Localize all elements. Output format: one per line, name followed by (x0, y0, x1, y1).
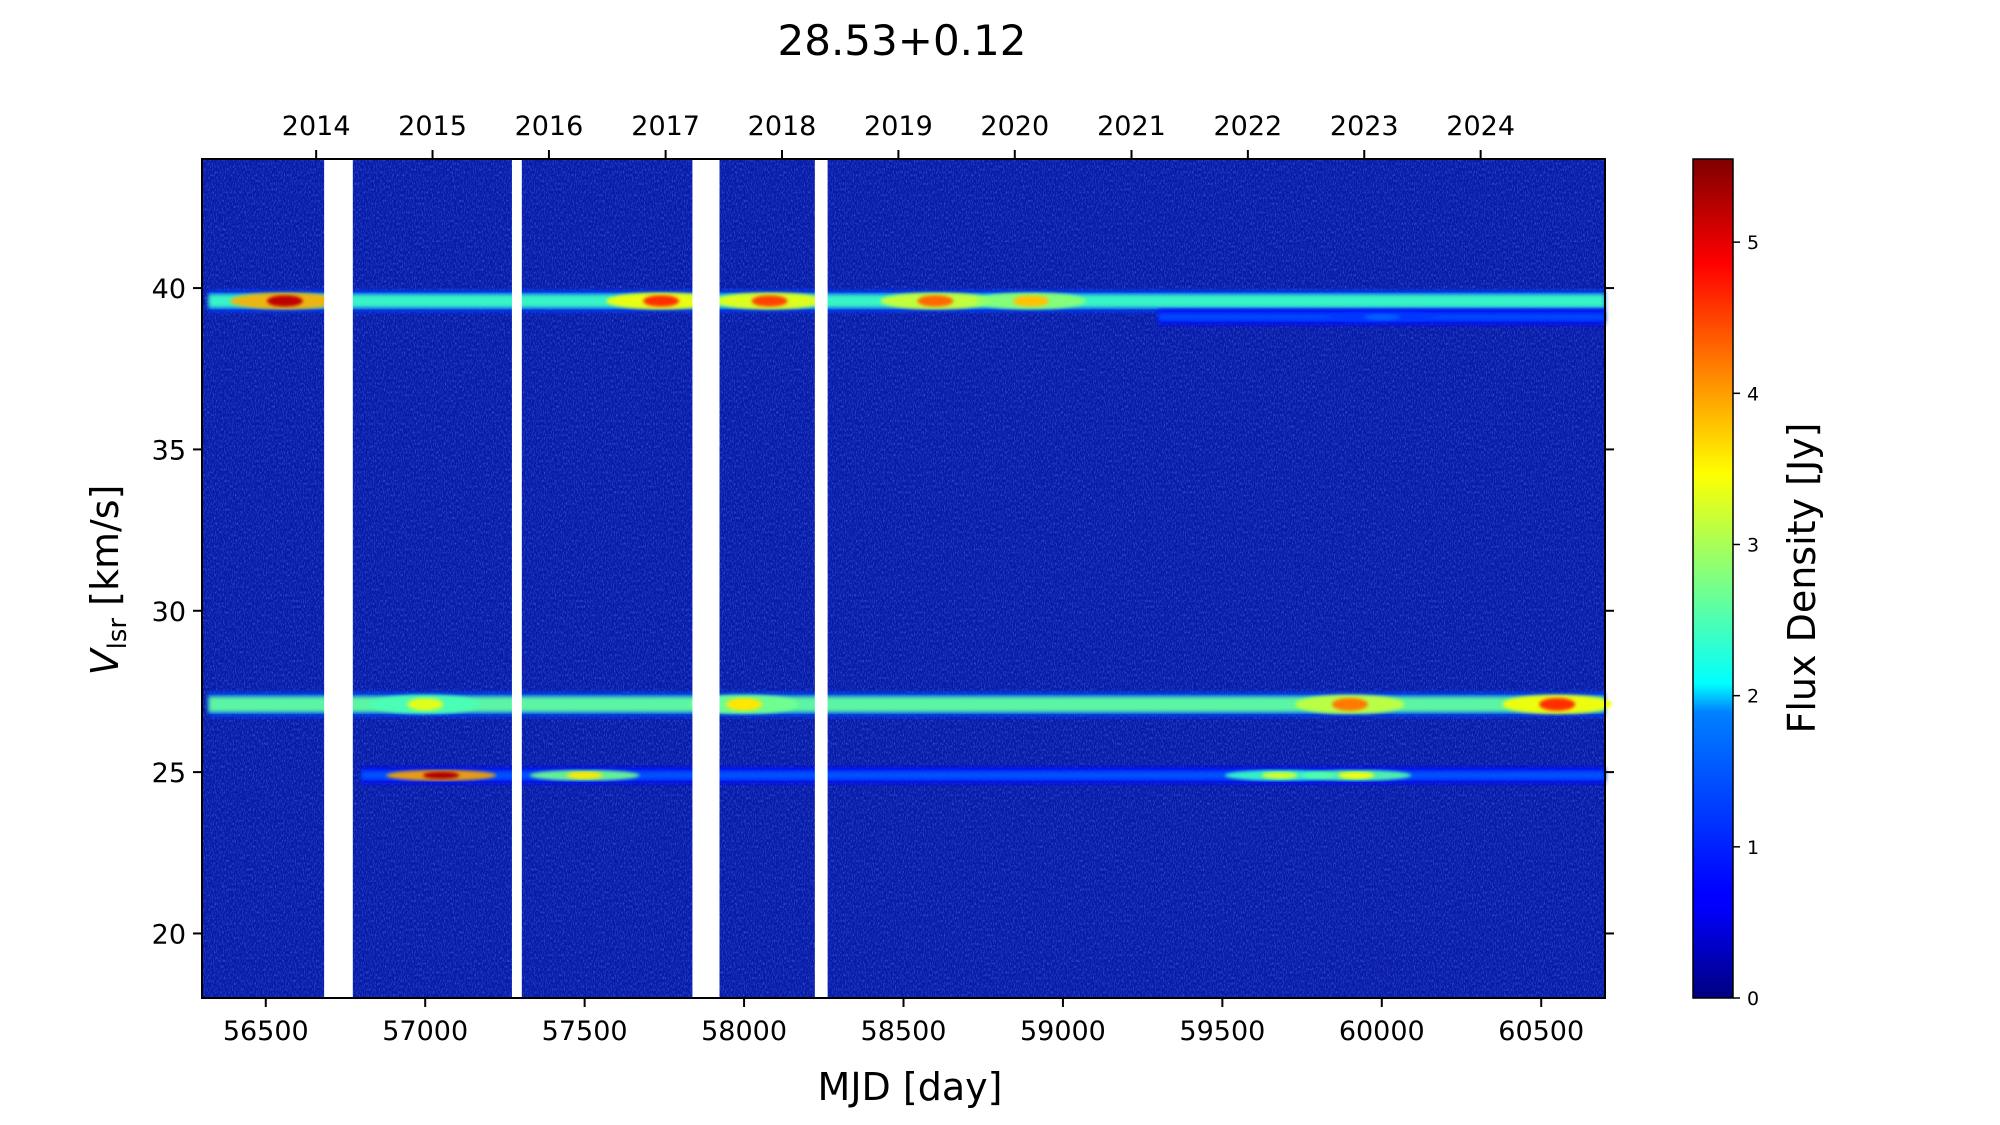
colorbar: 0 1 2 3 4 5 (1692, 158, 1759, 1010)
emission-peak (1363, 313, 1400, 321)
emission-features (208, 289, 1613, 784)
emission-band-27.1 (208, 692, 1613, 717)
colorbar-gradient (1692, 158, 1734, 999)
top-year-label: 2023 (1330, 111, 1399, 142)
x-tick-label: 58500 (861, 1016, 947, 1047)
top-year-axis: 2014 2015 2016 2017 2018 2019 2020 2021 2022 2023… (282, 111, 1515, 159)
x-tick-label: 59000 (1020, 1016, 1106, 1047)
band-core (208, 696, 1605, 713)
x-tick-label: 57500 (542, 1016, 628, 1047)
data-gaps (324, 160, 828, 997)
top-year-label: 2018 (748, 111, 817, 142)
colorbar-title: Flux Density [Jy] (1780, 423, 1824, 734)
y-tick-label: 25 (152, 758, 186, 789)
top-year-label: 2016 (515, 111, 584, 142)
y-axis: 20 25 30 35 40 (152, 274, 1614, 950)
emission-peak (566, 771, 603, 779)
emission-peak (423, 771, 460, 779)
colorbar-tick-label: 1 (1747, 837, 1759, 859)
emission-peak (917, 295, 954, 307)
y-tick-label: 40 (152, 274, 186, 305)
y-axis-title-sub: lsr (103, 618, 133, 650)
y-tick-label: 20 (152, 919, 186, 950)
x-tick-label: 57000 (382, 1016, 468, 1047)
colorbar-tick-label: 4 (1747, 383, 1759, 405)
emission-band-39.6 (208, 289, 1605, 312)
top-year-label: 2014 (282, 111, 351, 142)
x-tick-label: 56500 (223, 1016, 309, 1047)
emission-peak (407, 697, 444, 711)
top-year-label: 2020 (980, 111, 1049, 142)
data-gap (814, 160, 828, 997)
y-axis-title-main: V (83, 646, 127, 675)
plot-noise (202, 159, 1605, 998)
x-tick-label: 60500 (1498, 1016, 1584, 1047)
chart-title: 28.53+0.12 (778, 16, 1027, 65)
data-gap (511, 160, 522, 997)
colorbar-tick-label: 2 (1747, 686, 1759, 708)
emission-peak (266, 295, 303, 307)
y-tick-label: 35 (152, 435, 186, 466)
colorbar-tick-label: 3 (1747, 534, 1759, 556)
emission-band-39.1 (1158, 309, 1605, 326)
y-axis-title: Vlsr [km/s] (83, 485, 133, 676)
top-year-label: 2019 (864, 111, 933, 142)
top-year-label: 2022 (1214, 111, 1283, 142)
top-year-label: 2015 (398, 111, 467, 142)
emission-band-24.9 (361, 766, 1605, 784)
top-year-label: 2021 (1097, 111, 1166, 142)
colorbar-tick-label: 5 (1747, 232, 1759, 254)
emission-peak (1331, 697, 1368, 711)
x-tick-label: 60000 (1339, 1016, 1425, 1047)
emission-peak (726, 697, 763, 711)
emission-peak (1338, 771, 1375, 779)
colorbar-ticks: 0 1 2 3 4 5 (1733, 232, 1759, 1010)
band-core (361, 770, 1605, 780)
colorbar-tick-label: 0 (1747, 988, 1759, 1010)
emission-peak (1013, 295, 1050, 307)
plot-area (201, 158, 1613, 999)
x-tick-label: 59500 (1179, 1016, 1265, 1047)
x-axis-title: MJD [day] (818, 1065, 1003, 1109)
data-gap (324, 160, 353, 997)
data-gap (692, 160, 720, 997)
x-axis: 56500 57000 57500 58000 58500 59000 59500 60000… (223, 998, 1584, 1047)
emission-peak (643, 295, 680, 307)
top-year-label: 2017 (631, 111, 700, 142)
emission-peak (751, 295, 788, 307)
top-year-label: 2024 (1446, 111, 1515, 142)
x-tick-label: 58000 (701, 1016, 787, 1047)
emission-peak (1539, 697, 1576, 711)
y-axis-title-rest: [km/s] (83, 485, 127, 618)
emission-peak (1261, 771, 1298, 779)
y-tick-label: 30 (152, 597, 186, 628)
